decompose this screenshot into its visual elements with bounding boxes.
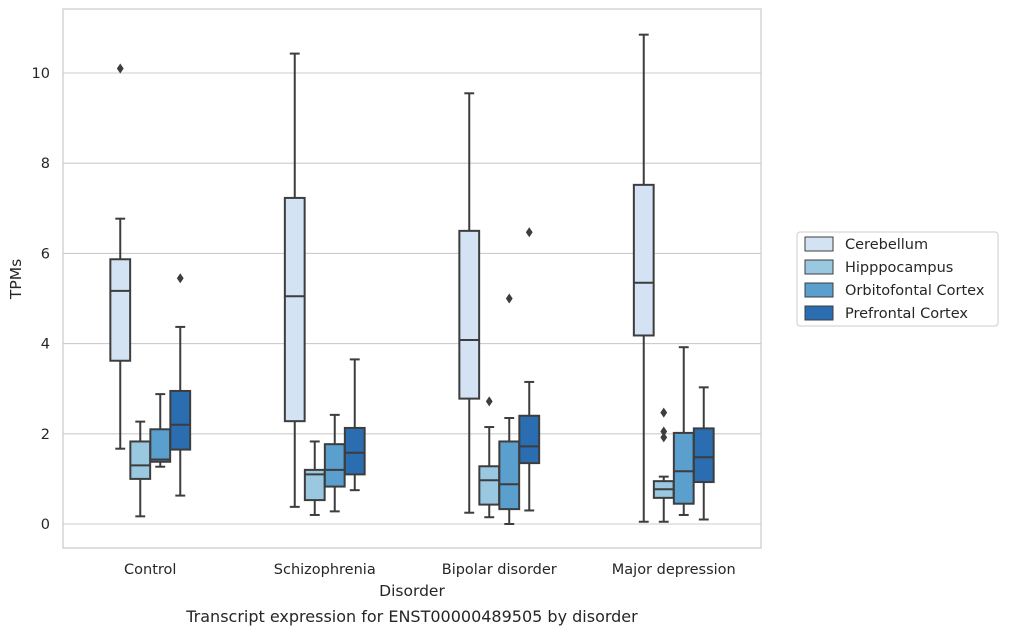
box-iqr: [129, 440, 152, 480]
outlier-point: [485, 396, 493, 407]
y-tick-label: 6: [41, 246, 50, 262]
box-iqr: [283, 196, 306, 423]
box-iqr: [478, 465, 501, 506]
box-iqr: [518, 414, 541, 465]
box-3-0: [632, 33, 655, 523]
outlier-point: [116, 63, 124, 74]
box-iqr: [672, 431, 695, 505]
box-0-3: [169, 273, 192, 497]
outlier-point: [660, 426, 668, 437]
legend-swatch: [804, 259, 834, 275]
box-3-2: [672, 346, 695, 516]
legend-swatch: [804, 305, 834, 321]
legend-entry: Prefrontal Cortex: [845, 306, 968, 322]
box-iqr: [323, 443, 346, 488]
x-tick-labels: Control Schizophrenia Bipolar disorder Majo…: [124, 562, 736, 578]
y-tick-label: 4: [41, 337, 50, 353]
plot-frame: [62, 8, 762, 549]
box-0-2: [149, 393, 172, 468]
outlier-point: [660, 432, 668, 443]
box-iqr: [632, 183, 655, 337]
box-iqr: [498, 440, 521, 511]
box-0-0: [109, 63, 132, 450]
legend-entry: Orbitofontal Cortex: [845, 283, 985, 299]
legend-entry: Cerebellum: [845, 237, 928, 253]
outlier-point: [660, 407, 668, 418]
x-tick-label: Bipolar disorder: [442, 562, 557, 578]
box-2-3: [518, 227, 541, 512]
box-1-0: [283, 52, 306, 508]
box-1-3: [343, 358, 366, 492]
box-iqr: [149, 428, 172, 463]
y-tick-label: 8: [41, 156, 50, 172]
box-groups: [109, 33, 715, 525]
legend-swatch: [804, 236, 834, 252]
box-iqr: [692, 427, 715, 484]
y-tick-labels: 0 2 4 6 8 10: [32, 66, 50, 533]
box-2-2: [498, 293, 521, 525]
x-tick-label: Major depression: [612, 562, 736, 578]
chart-caption: Transcript expression for ENST0000048950…: [185, 607, 638, 626]
y-tick-label: 2: [41, 427, 50, 443]
y-tick-label: 10: [32, 66, 50, 82]
legend: Cerebellum Hipppocampus Orbitofontal Corte…: [796, 231, 999, 327]
y-axis-title: TPMs: [7, 259, 25, 300]
box-iqr: [343, 426, 366, 476]
outlier-point: [176, 273, 184, 284]
plot-area: [63, 9, 761, 548]
legend-frame: [796, 231, 999, 327]
box-iqr: [458, 229, 481, 400]
x-tick-label: Schizophrenia: [274, 562, 376, 578]
x-tick-label: Control: [124, 562, 176, 578]
box-1-2: [323, 413, 346, 513]
box-iqr: [169, 389, 192, 451]
y-tick-label: 0: [41, 517, 50, 533]
box-3-3: [692, 386, 715, 521]
legend-swatch: [804, 282, 834, 298]
box-2-0: [458, 92, 481, 514]
outlier-point: [525, 227, 533, 238]
box-iqr: [109, 258, 132, 362]
outlier-point: [505, 293, 513, 304]
x-axis-title: Disorder: [379, 582, 445, 600]
legend-entry: Hipppocampus: [845, 260, 953, 276]
